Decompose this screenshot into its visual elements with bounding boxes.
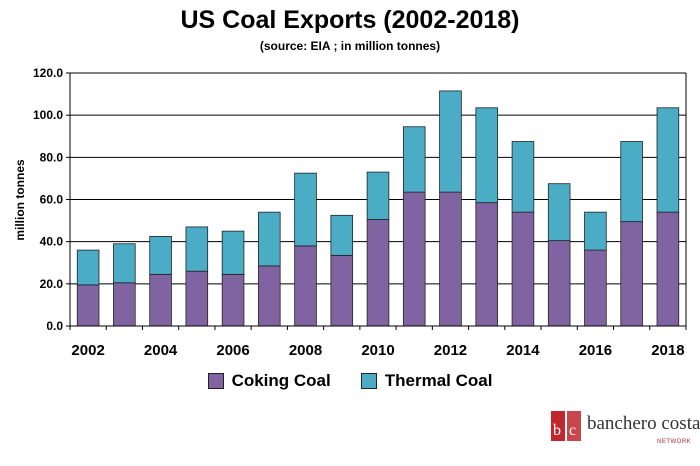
x-tick-label: 2018 [651, 342, 684, 359]
y-tick-label: 60.0 [40, 193, 64, 207]
bar-coking-2014 [511, 211, 535, 327]
bar-thermal-2005 [185, 226, 209, 272]
svg-text:c: c [569, 422, 576, 439]
bar-thermal-2006 [221, 230, 245, 275]
banchero-costa-logo: b c banchero costa NETWORK [551, 409, 700, 453]
bar-thermal-2017 [620, 141, 643, 223]
legend-swatch-coking [207, 373, 224, 389]
x-tick-label: 2004 [144, 342, 178, 359]
bar-coking-2015 [547, 240, 571, 327]
chart-subtitle: (source: EIA ; in million tonnes) [259, 39, 441, 53]
bar-coking-2005 [185, 270, 209, 327]
legend-item-thermal: Thermal Coal [360, 371, 493, 391]
bar-coking-2016 [584, 249, 607, 327]
bar-coking-2010 [366, 219, 390, 327]
bar-thermal-2007 [258, 211, 281, 267]
bar-coking-2007 [258, 265, 281, 327]
bar-thermal-2015 [547, 183, 571, 242]
y-tick-label: 80.0 [40, 150, 64, 164]
bar-thermal-2004 [149, 235, 172, 275]
bar-coking-2004 [149, 273, 172, 327]
svg-text:b: b [553, 422, 561, 439]
bar-coking-2002 [76, 284, 100, 327]
bar-coking-2018 [656, 211, 680, 327]
bar-thermal-2014 [511, 141, 535, 213]
bar-coking-2003 [113, 282, 136, 327]
bar-thermal-2002 [76, 249, 100, 286]
y-tick-label: 0.0 [46, 319, 63, 333]
x-tick-label: 2014 [506, 342, 540, 359]
bar-coking-2013 [475, 202, 498, 327]
bar-thermal-2003 [113, 243, 136, 284]
bar-thermal-2008 [294, 172, 317, 247]
legend-label-coking: Coking Coal [231, 371, 331, 390]
x-tick-label: 2016 [579, 342, 612, 359]
bar-thermal-2018 [656, 107, 680, 213]
bar-coking-2006 [221, 273, 245, 327]
brand-name: banchero costa [587, 413, 700, 434]
x-tick-label: 2006 [216, 342, 249, 359]
bar-thermal-2011 [402, 126, 426, 193]
y-tick-label: 40.0 [40, 235, 64, 249]
x-tick-label: 2012 [434, 342, 467, 359]
bar-thermal-2010 [366, 171, 390, 220]
bar-chart: 0.0 20.0 40.0 60.0 80.0 100.0 120.0 2002 2004 200… [33, 66, 687, 359]
x-tick-label: 2002 [71, 342, 104, 359]
y-tick-label: 100.0 [33, 108, 63, 122]
x-tick-label: 2010 [361, 342, 394, 359]
y-tick-label: 120.0 [33, 66, 63, 80]
bar-coking-2011 [402, 191, 426, 327]
bar-thermal-2013 [475, 107, 498, 204]
x-tick-label: 2008 [289, 342, 322, 359]
legend: Coking Coal Thermal Coal [0, 371, 700, 391]
brand-network: NETWORK [657, 439, 692, 445]
legend-swatch-thermal [360, 373, 377, 389]
legend-label-thermal: Thermal Coal [384, 371, 493, 390]
bar-coking-2017 [620, 221, 643, 327]
bar-coking-2012 [439, 191, 462, 327]
legend-item-coking: Coking Coal [207, 371, 331, 391]
y-tick-label: 20.0 [40, 277, 64, 291]
chart-title: US Coal Exports (2002-2018) [180, 6, 520, 34]
bar-thermal-2016 [584, 211, 607, 251]
banchero-costa-logo-mark: b c [551, 411, 581, 441]
bar-coking-2009 [330, 254, 354, 327]
bar-thermal-2009 [330, 214, 354, 256]
bar-thermal-2012 [439, 90, 462, 193]
bar-coking-2008 [294, 245, 317, 327]
